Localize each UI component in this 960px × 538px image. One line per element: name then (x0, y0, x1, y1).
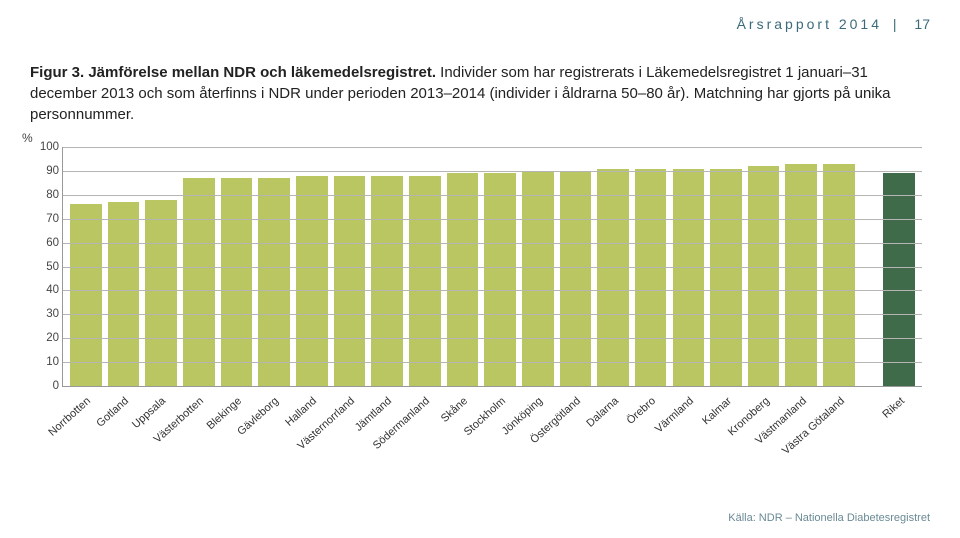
header-separator: | (889, 16, 904, 32)
bar (183, 178, 215, 386)
bar (371, 176, 403, 386)
x-label: Norrbotten (46, 395, 93, 439)
grid-line (63, 219, 922, 220)
y-tick-label: 30 (35, 308, 59, 320)
page-header: Årsrapport 2014 | 17 (30, 16, 930, 32)
bar (748, 166, 780, 386)
plot-area: 0102030405060708090100 (62, 147, 922, 387)
grid-line (63, 362, 922, 363)
page-number: 17 (914, 16, 930, 32)
bar (409, 176, 441, 386)
grid-line (63, 147, 922, 148)
figure-title: Jämförelse mellan NDR och läkemedelsregi… (88, 64, 436, 81)
bar (258, 178, 290, 386)
bar (484, 173, 516, 386)
report-title: Årsrapport 2014 (737, 16, 882, 32)
x-label-spacer (858, 389, 881, 469)
figure-caption: Figur 3. Jämförelse mellan NDR och läkem… (30, 62, 910, 125)
bar (597, 169, 629, 386)
bar-chart: % 0102030405060708090100 NorrbottenGotla… (30, 139, 930, 479)
grid-line (63, 314, 922, 315)
x-label-slot: Gävleborg (255, 389, 293, 469)
grid-line (63, 290, 922, 291)
bar (522, 171, 554, 386)
bar (221, 178, 253, 386)
bar (334, 176, 366, 386)
x-label-slot: Värmland (669, 389, 707, 469)
x-label-slot: Norrbotten (66, 389, 104, 469)
bar (70, 204, 102, 386)
bar (145, 200, 177, 386)
grid-line (63, 267, 922, 268)
y-tick-label: 100 (35, 141, 59, 153)
x-axis-labels: NorrbottenGotlandUppsalaVästerbottenBlek… (62, 389, 922, 469)
y-tick-label: 90 (35, 165, 59, 177)
grid-line (63, 338, 922, 339)
figure-label: Figur 3. (30, 64, 84, 81)
x-label: Skåne (439, 395, 470, 425)
x-label-slot: Västra Götaland (820, 389, 858, 469)
y-tick-label: 80 (35, 189, 59, 201)
bar (447, 173, 479, 386)
y-tick-label: 60 (35, 237, 59, 249)
bar-riket (883, 173, 915, 386)
bar (635, 169, 667, 386)
grid-line (63, 243, 922, 244)
y-tick-label: 0 (35, 380, 59, 392)
bar (785, 164, 817, 386)
x-label-riket: Riket (881, 395, 908, 421)
x-label-slot: Södermanland (405, 389, 443, 469)
x-label-slot: Dalarna (594, 389, 632, 469)
grid-line (63, 195, 922, 196)
y-tick-label: 40 (35, 284, 59, 296)
bar (108, 202, 140, 386)
y-tick-label: 50 (35, 261, 59, 273)
x-label-slot: Riket (880, 389, 918, 469)
bar (823, 164, 855, 386)
y-tick-label: 70 (35, 213, 59, 225)
grid-line (63, 171, 922, 172)
bar (296, 176, 328, 386)
x-label-slot: Östergötland (556, 389, 594, 469)
y-tick-label: 20 (35, 332, 59, 344)
source-text: Källa: NDR – Nationella Diabetesregistre… (728, 512, 930, 524)
page: Årsrapport 2014 | 17 Figur 3. Jämförelse… (0, 0, 960, 538)
y-axis-unit: % (22, 131, 33, 145)
bar (710, 169, 742, 386)
y-tick-label: 10 (35, 356, 59, 368)
bar (560, 171, 592, 386)
bar (673, 169, 705, 386)
